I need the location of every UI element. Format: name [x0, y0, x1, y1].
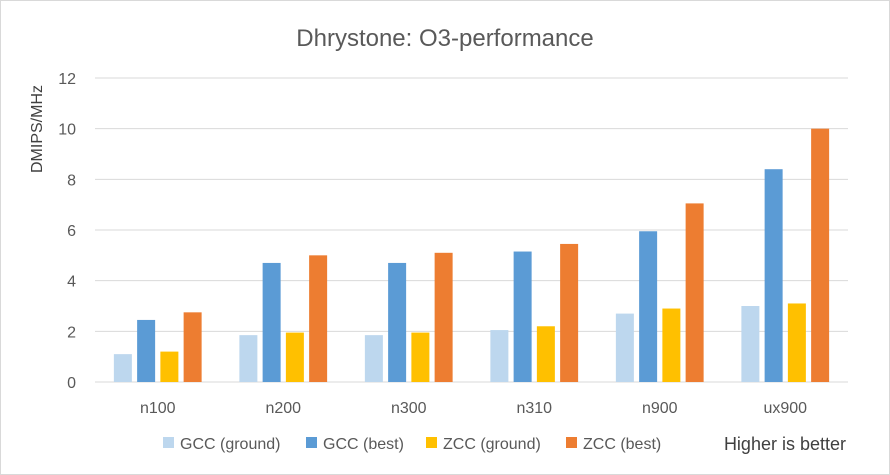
- x-tick-label-n900: n900: [642, 400, 678, 417]
- bar-n310-0: [490, 330, 509, 382]
- x-tick-label-n200: n200: [265, 400, 301, 417]
- x-tick-label-ux900: ux900: [763, 400, 807, 417]
- x-tick-label-n100: n100: [140, 400, 176, 417]
- legend-swatch-3: [566, 437, 577, 448]
- legend-swatch-2: [426, 437, 437, 448]
- bar-n900-0: [615, 313, 634, 382]
- bar-ux900-3: [811, 128, 830, 382]
- y-tick-labels: 0 2 4 6 8 10 12: [58, 71, 76, 392]
- legend: GCC (ground) GCC (best) ZCC (ground) ZCC (b…: [163, 436, 661, 453]
- bar-ux900-1: [764, 169, 783, 382]
- bar-n200-2: [285, 332, 304, 382]
- y-tick-label: 0: [67, 375, 76, 392]
- bar-n310-2: [536, 326, 555, 382]
- bar-n200-0: [239, 335, 258, 382]
- y-tick-label: 12: [58, 71, 76, 88]
- bar-n200-3: [309, 255, 328, 382]
- legend-label-1: GCC (best): [323, 436, 404, 453]
- bar-n900-2: [662, 308, 681, 382]
- legend-label-0: GCC (ground): [180, 436, 280, 453]
- bars: [113, 128, 830, 382]
- y-tick-label: 2: [67, 324, 76, 341]
- gridlines: [95, 77, 848, 383]
- bar-n900-1: [639, 231, 658, 382]
- bar-n300-0: [364, 335, 383, 382]
- x-tick-label-n300: n300: [391, 400, 427, 417]
- y-tick-label: 4: [67, 274, 76, 291]
- bar-n300-1: [388, 262, 407, 382]
- bar-n300-3: [434, 252, 453, 382]
- bar-n100-3: [183, 312, 202, 382]
- bar-n100-0: [113, 354, 132, 382]
- y-tick-label: 10: [58, 122, 76, 139]
- y-tick-label: 6: [67, 223, 76, 240]
- bar-n300-2: [411, 332, 430, 382]
- annotation-higher-is-better: Higher is better: [724, 434, 846, 454]
- legend-swatch-1: [306, 437, 317, 448]
- x-tick-label-n310: n310: [516, 400, 552, 417]
- x-tick-labels: n100 n200 n300 n310 n900 ux900: [140, 400, 807, 417]
- bar-ux900-0: [741, 306, 760, 382]
- bar-ux900-2: [787, 303, 806, 382]
- bar-n100-1: [137, 319, 156, 382]
- bar-n310-3: [560, 243, 579, 382]
- legend-label-2: ZCC (ground): [443, 436, 541, 453]
- y-axis-title: DMIPS/MHz: [29, 85, 46, 173]
- bar-n900-3: [685, 203, 704, 382]
- bar-n200-1: [262, 262, 281, 382]
- legend-swatch-0: [163, 437, 174, 448]
- legend-label-3: ZCC (best): [583, 436, 661, 453]
- bar-n100-2: [160, 351, 179, 382]
- y-tick-label: 8: [67, 172, 76, 189]
- bar-n310-1: [513, 251, 532, 382]
- chart-title: Dhrystone: O3-performance: [296, 25, 593, 52]
